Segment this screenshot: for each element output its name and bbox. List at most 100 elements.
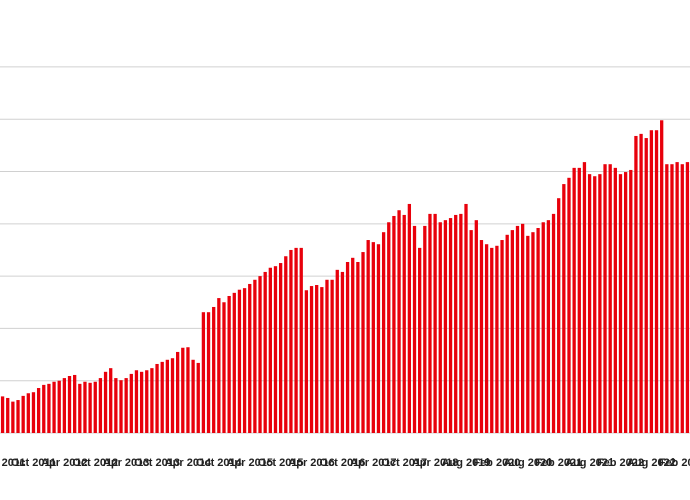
bar [268, 267, 272, 433]
bar [52, 381, 56, 433]
bar [454, 214, 458, 433]
bar [613, 167, 617, 433]
bar [541, 222, 545, 433]
bar [639, 133, 643, 433]
bar [500, 240, 504, 433]
bar [212, 306, 216, 433]
bar [206, 312, 211, 433]
x-tick-label: Feb 2020 [473, 457, 520, 469]
bar [47, 383, 51, 433]
bar [618, 174, 623, 434]
x-tick-label: Aug 2020 [503, 457, 552, 469]
x-tick-label: Feb 2022 [597, 457, 644, 469]
x-tick-label: Apr 2015 [226, 457, 272, 469]
bar [407, 203, 412, 433]
bar [31, 392, 36, 433]
bar [562, 184, 566, 433]
bar [402, 214, 406, 433]
bar [315, 285, 319, 433]
bar [459, 213, 463, 433]
bar [181, 347, 185, 433]
bar [418, 247, 422, 433]
bar [510, 230, 514, 433]
bar [623, 172, 628, 434]
x-tick-label: Aug 2022 [627, 457, 676, 469]
x-tick-label: Apr 2017 [350, 457, 396, 469]
bar [526, 235, 530, 433]
bar [155, 363, 159, 433]
bar [88, 382, 92, 433]
bar [351, 257, 355, 433]
bar [536, 228, 540, 433]
x-tick-label: Oct 2014 [196, 457, 243, 469]
bar [11, 401, 15, 433]
bar [387, 222, 391, 433]
bar [603, 164, 607, 433]
bar [464, 203, 468, 433]
x-tick-label: Apr 2014 [165, 457, 212, 469]
bar [165, 359, 169, 433]
bar [438, 222, 442, 433]
bar [201, 312, 206, 433]
x-tick-label: Apr 2013 [103, 457, 149, 469]
x-tick-label: Apr 2018 [412, 457, 458, 469]
bar [634, 135, 638, 433]
bar [253, 279, 257, 433]
bar [242, 288, 247, 433]
bar [392, 215, 396, 433]
bar [551, 213, 556, 433]
bar [335, 269, 339, 433]
x-tick-label: Oct 2012 [72, 457, 118, 469]
bar [119, 380, 123, 433]
bar [304, 290, 309, 433]
bar [299, 247, 303, 433]
x-tick-label: Oct 2011 [11, 457, 56, 469]
x-tick-label: Apr 2011 [0, 457, 26, 469]
bar [428, 213, 432, 433]
bar [78, 383, 82, 433]
bar [598, 174, 602, 434]
bar [644, 138, 648, 433]
bar [557, 198, 561, 433]
bar [479, 240, 484, 433]
x-tick-label: Aug 2021 [565, 457, 614, 469]
bar [381, 232, 386, 433]
x-tick-label: Feb 2023 [659, 457, 690, 469]
bar [531, 232, 535, 433]
bar [469, 230, 473, 433]
bar [320, 287, 324, 433]
bar [93, 381, 97, 433]
x-tick-label: Apr 2016 [288, 457, 334, 469]
bar [278, 263, 283, 433]
bar [42, 384, 46, 433]
bar [150, 368, 154, 433]
x-tick-label: Apr 2012 [41, 457, 87, 469]
bar [129, 373, 133, 433]
bar [587, 174, 592, 434]
bar [114, 378, 118, 433]
bar [284, 256, 288, 433]
bar [629, 169, 633, 433]
bar [376, 244, 381, 433]
bar [675, 162, 679, 433]
bar [345, 261, 350, 433]
bar [176, 351, 180, 433]
bar [186, 347, 190, 433]
x-tick-label: Feb 2021 [535, 457, 582, 469]
bar [371, 242, 375, 433]
bar [495, 245, 499, 433]
bar [103, 371, 108, 433]
bar [448, 218, 453, 433]
bar [309, 286, 314, 433]
bar [26, 393, 30, 433]
bar [515, 225, 520, 433]
bar [356, 261, 360, 433]
bar [217, 298, 221, 433]
bar [433, 213, 437, 433]
bar [248, 283, 252, 433]
bar [227, 295, 231, 433]
bar [484, 244, 489, 433]
bar [21, 395, 25, 433]
bar [57, 380, 61, 433]
